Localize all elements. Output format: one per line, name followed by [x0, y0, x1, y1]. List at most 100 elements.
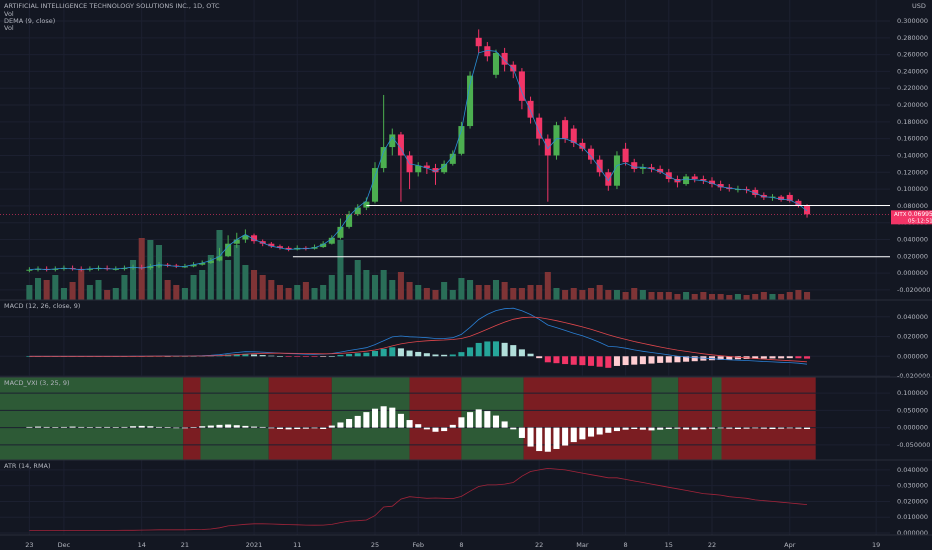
y-tick-label: 0.040000: [897, 313, 928, 321]
volume-bar: [752, 294, 759, 300]
y-tick-label: 0.040000: [897, 466, 928, 474]
histogram-bar: [190, 427, 197, 428]
candle-body: [752, 189, 759, 195]
volume-bar: [492, 280, 500, 300]
candle-body: [155, 264, 163, 267]
histogram-bar: [683, 356, 690, 362]
histogram-bar: [26, 426, 33, 428]
histogram-bar: [562, 427, 569, 446]
histogram-bar: [112, 427, 119, 428]
candle-body: [605, 172, 612, 186]
histogram-bar: [130, 426, 137, 428]
histogram-bar: [285, 427, 292, 430]
candle-body: [570, 128, 577, 143]
candle-body: [510, 64, 517, 72]
histogram-bar: [294, 427, 301, 430]
last-price-label: 0.06995: [908, 211, 932, 218]
volume-bar: [104, 290, 111, 300]
volume-bar: [691, 294, 698, 300]
histogram-bar: [380, 348, 387, 357]
histogram-bar: [233, 425, 240, 428]
candle-body: [588, 148, 595, 160]
volume-bar: [95, 280, 102, 300]
y-tick-label: 0.100000: [897, 389, 928, 397]
candle-body: [484, 46, 491, 57]
histogram-bar: [242, 353, 249, 357]
signal-region: [712, 377, 722, 460]
volume-bar: [665, 292, 672, 300]
histogram-bar: [216, 424, 223, 428]
candle-body: [276, 246, 283, 248]
legend-entry: DEMA (9, close): [4, 17, 55, 25]
x-tick-label: 8: [624, 541, 628, 549]
price-axis: [890, 0, 932, 550]
histogram-bar: [43, 426, 50, 428]
histogram-bar: [173, 427, 180, 429]
histogram-bar: [441, 427, 448, 432]
histogram-bar: [104, 426, 111, 428]
histogram-bar: [354, 353, 361, 357]
y-tick-label: 0.000000: [897, 269, 928, 277]
candle-body: [34, 268, 42, 270]
histogram-bar: [371, 350, 379, 357]
volume-bar: [605, 290, 612, 300]
histogram-bar: [328, 425, 335, 428]
signal-region: [409, 377, 462, 460]
volume-bar: [778, 294, 785, 300]
y-tick-label: 0.260000: [897, 51, 928, 59]
candle-body: [657, 168, 664, 173]
volume-bar: [527, 285, 534, 300]
histogram-bar: [311, 427, 318, 429]
histogram-bar: [337, 354, 344, 357]
volume-bar: [760, 292, 767, 300]
histogram-bar: [276, 427, 283, 430]
histogram-bar: [510, 427, 517, 430]
volume-bar: [130, 260, 137, 300]
candle-body: [251, 235, 258, 242]
candle-body: [536, 117, 543, 139]
histogram-bar: [665, 427, 672, 430]
candle-body: [544, 138, 551, 156]
histogram-bar: [363, 412, 370, 428]
candle-body: [397, 134, 404, 156]
histogram-bar: [639, 356, 646, 365]
histogram-bar: [760, 427, 767, 429]
candle-body: [233, 239, 240, 244]
y-tick-label: 0.300000: [897, 17, 928, 25]
volume-bar: [233, 245, 240, 300]
volume-bar: [389, 280, 396, 300]
histogram-bar: [415, 351, 422, 357]
histogram-bar: [726, 356, 733, 360]
histogram-bar: [631, 427, 638, 430]
candle-body: [268, 243, 275, 247]
histogram-bar: [484, 411, 491, 428]
histogram-bar: [251, 354, 258, 357]
volume-bar: [216, 230, 223, 300]
candle-body: [371, 168, 379, 202]
volume-bar: [415, 285, 422, 300]
histogram-bar: [536, 356, 543, 359]
volume-bar: [484, 285, 491, 300]
volume-bar: [26, 285, 33, 300]
y-tick-label: 0.000000: [897, 529, 928, 537]
signal-region: [183, 377, 201, 460]
y-tick-label: 0.050000: [897, 406, 928, 414]
volume-bar: [328, 275, 335, 300]
histogram-bar: [311, 356, 318, 357]
volume-bar: [276, 285, 283, 300]
candle-body: [207, 260, 214, 264]
volume-bar: [432, 290, 439, 300]
x-tick-label: 22: [535, 541, 543, 549]
x-tick-label: 21: [181, 541, 189, 549]
volume-bar: [52, 275, 59, 300]
volume-bar: [354, 260, 361, 300]
histogram-bar: [639, 427, 646, 430]
histogram-bar: [78, 426, 85, 428]
volume-bar: [34, 278, 42, 300]
signal-region: [0, 377, 184, 460]
volume-bar: [259, 275, 266, 300]
x-tick-label: 14: [138, 541, 146, 549]
histogram-bar: [268, 355, 275, 357]
histogram-bar: [622, 356, 629, 366]
